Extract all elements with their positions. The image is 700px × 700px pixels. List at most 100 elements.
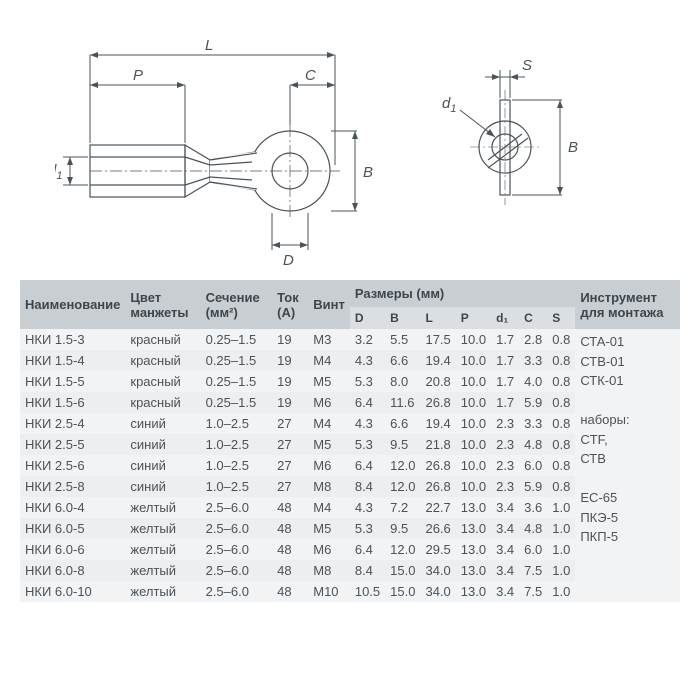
cell-D: 4.3 <box>350 350 385 371</box>
col-section: Сечение (мм²) <box>201 280 273 329</box>
cell-L: 29.5 <box>420 539 455 560</box>
cell-cur: 27 <box>272 413 308 434</box>
cell-D: 5.3 <box>350 434 385 455</box>
cell-name: НКИ 6.0-6 <box>20 539 125 560</box>
cell-scr: М4 <box>308 497 350 518</box>
cell-d1: 3.4 <box>491 518 519 539</box>
technical-diagram: L P C B d1 D <box>0 0 700 280</box>
col-d1: d₁ <box>491 307 519 329</box>
cell-D: 6.4 <box>350 392 385 413</box>
cell-B: 6.6 <box>385 350 420 371</box>
cell-scr: М10 <box>308 581 350 602</box>
cell-cur: 48 <box>272 518 308 539</box>
cell-L: 34.0 <box>420 581 455 602</box>
cell-name: НКИ 1.5-6 <box>20 392 125 413</box>
cell-P: 13.0 <box>456 497 491 518</box>
cell-cur: 27 <box>272 434 308 455</box>
col-name: Наименование <box>20 280 125 329</box>
cell-C: 6.0 <box>519 539 547 560</box>
cell-C: 3.3 <box>519 350 547 371</box>
cell-L: 20.8 <box>420 371 455 392</box>
cell-S: 0.8 <box>547 476 575 497</box>
cell-L: 22.7 <box>420 497 455 518</box>
cell-d1: 2.3 <box>491 434 519 455</box>
cell-B: 7.2 <box>385 497 420 518</box>
cell-L: 17.5 <box>420 329 455 350</box>
cell-d1: 3.4 <box>491 539 519 560</box>
cell-color: желтый <box>125 581 200 602</box>
cell-d1: 2.3 <box>491 455 519 476</box>
cell-D: 5.3 <box>350 371 385 392</box>
cell-scr: М5 <box>308 518 350 539</box>
cell-scr: М4 <box>308 350 350 371</box>
cell-scr: М5 <box>308 434 350 455</box>
cell-color: желтый <box>125 497 200 518</box>
cell-C: 4.8 <box>519 434 547 455</box>
col-S: S <box>547 307 575 329</box>
cell-P: 10.0 <box>456 350 491 371</box>
cell-P: 10.0 <box>456 434 491 455</box>
cell-P: 10.0 <box>456 392 491 413</box>
cell-scr: М3 <box>308 329 350 350</box>
cell-scr: М5 <box>308 371 350 392</box>
cell-P: 10.0 <box>456 329 491 350</box>
cell-L: 26.6 <box>420 518 455 539</box>
cell-color: желтый <box>125 539 200 560</box>
cell-C: 2.8 <box>519 329 547 350</box>
cell-B: 9.5 <box>385 434 420 455</box>
cell-name: НКИ 6.0-10 <box>20 581 125 602</box>
cell-P: 13.0 <box>456 539 491 560</box>
cell-P: 10.0 <box>456 371 491 392</box>
cell-sec: 2.5–6.0 <box>201 581 273 602</box>
cell-sec: 0.25–1.5 <box>201 392 273 413</box>
cell-sec: 1.0–2.5 <box>201 413 273 434</box>
cell-scr: М6 <box>308 392 350 413</box>
cell-color: синий <box>125 434 200 455</box>
cell-name: НКИ 1.5-4 <box>20 350 125 371</box>
cell-D: 4.3 <box>350 497 385 518</box>
cell-S: 1.0 <box>547 581 575 602</box>
cell-S: 1.0 <box>547 560 575 581</box>
cell-sec: 2.5–6.0 <box>201 497 273 518</box>
cell-color: красный <box>125 329 200 350</box>
cell-B: 6.6 <box>385 413 420 434</box>
dim-C: C <box>305 67 316 84</box>
cell-cur: 48 <box>272 497 308 518</box>
cell-S: 1.0 <box>547 539 575 560</box>
cell-color: красный <box>125 350 200 371</box>
cell-name: НКИ 1.5-5 <box>20 371 125 392</box>
cell-D: 8.4 <box>350 476 385 497</box>
cell-B: 12.0 <box>385 539 420 560</box>
dim-d1-right: d1 <box>442 95 456 115</box>
col-B: B <box>385 307 420 329</box>
cell-sec: 1.0–2.5 <box>201 455 273 476</box>
cell-d1: 3.4 <box>491 560 519 581</box>
cell-P: 13.0 <box>456 581 491 602</box>
tools-cell: СТА-01СТВ-01СТК-01 наборы:CTF,СТВ EC-65П… <box>575 329 680 602</box>
cell-L: 19.4 <box>420 413 455 434</box>
cell-C: 3.6 <box>519 497 547 518</box>
cell-P: 10.0 <box>456 476 491 497</box>
cell-cur: 27 <box>272 455 308 476</box>
cell-scr: М8 <box>308 560 350 581</box>
cell-C: 6.0 <box>519 455 547 476</box>
dim-L: L <box>205 37 213 54</box>
cell-B: 5.5 <box>385 329 420 350</box>
cell-cur: 19 <box>272 350 308 371</box>
cell-L: 26.8 <box>420 476 455 497</box>
cell-S: 0.8 <box>547 392 575 413</box>
cell-cur: 19 <box>272 392 308 413</box>
cell-color: красный <box>125 371 200 392</box>
cell-scr: М4 <box>308 413 350 434</box>
cell-d1: 1.7 <box>491 350 519 371</box>
cell-L: 19.4 <box>420 350 455 371</box>
col-L: L <box>420 307 455 329</box>
cell-S: 0.8 <box>547 434 575 455</box>
cell-cur: 48 <box>272 539 308 560</box>
cell-cur: 19 <box>272 329 308 350</box>
cell-B: 12.0 <box>385 455 420 476</box>
cell-S: 0.8 <box>547 455 575 476</box>
cell-B: 11.6 <box>385 392 420 413</box>
cell-d1: 2.3 <box>491 476 519 497</box>
cell-cur: 48 <box>272 581 308 602</box>
